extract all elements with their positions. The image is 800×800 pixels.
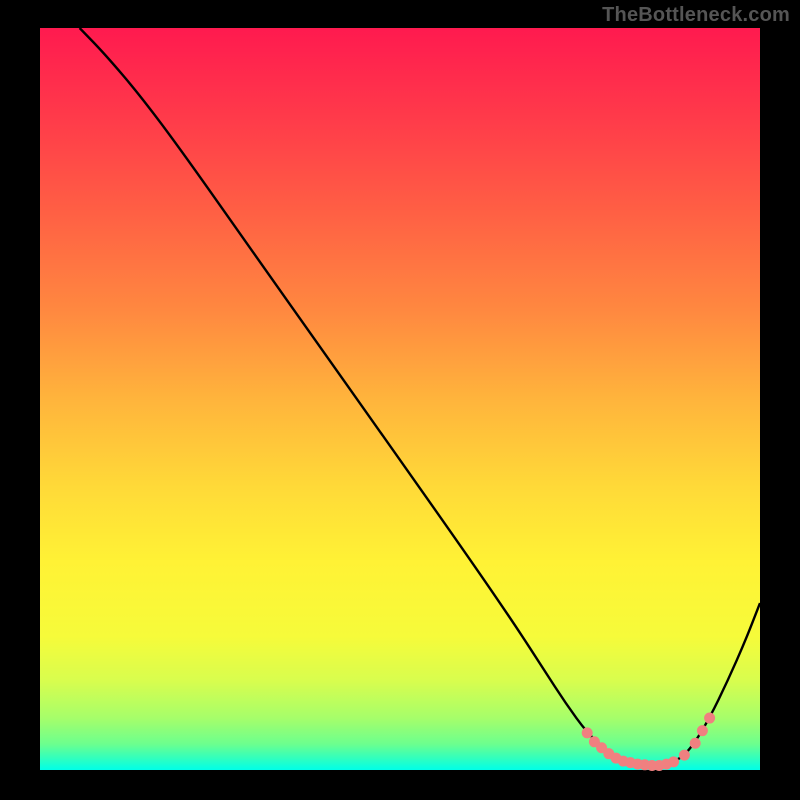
highlight-marker [690,738,700,748]
highlight-marker [582,728,592,738]
highlight-marker [669,757,679,767]
highlight-marker [679,750,689,760]
bottleneck-curve-chart [0,0,800,800]
plot-background [40,28,760,770]
highlight-marker [705,713,715,723]
watermark-label: TheBottleneck.com [602,4,790,27]
highlight-marker [697,726,707,736]
chart-stage: TheBottleneck.com [0,0,800,800]
